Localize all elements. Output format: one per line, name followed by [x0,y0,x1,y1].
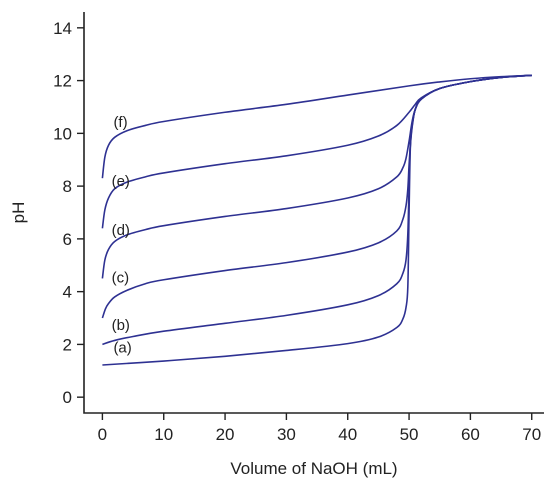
curve-label-f: (f) [113,114,127,131]
x-axis-title: Volume of NaOH (mL) [230,459,397,478]
axis-lines [83,12,544,414]
x-tick-label: 30 [277,425,296,444]
series-line-d [101,74,532,279]
x-tick-label: 0 [98,425,107,444]
curve-label-e: (e) [112,173,130,190]
y-tick-label: 2 [63,335,72,354]
curve-label-d: (d) [112,222,130,239]
x-tick-label: 50 [400,425,419,444]
y-tick-label: 14 [53,19,72,38]
x-tick-label: 40 [338,425,357,444]
y-tick-label: 0 [63,388,72,407]
y-tick-label: 8 [63,177,72,196]
series-line-f [101,74,532,179]
series-group [101,74,532,366]
series-line-e [101,74,532,229]
axes: 0 2 4 6 8 10 12 14 0 10 20 30 40 50 60 70 [53,12,544,444]
x-tick-label: 20 [216,425,235,444]
y-tick-label: 10 [53,124,72,143]
curve-label-c: (c) [112,269,130,286]
curve-label-a: (a) [113,339,131,356]
series-line-a [102,74,532,366]
series-line-b [102,74,532,346]
y-tick-label: 12 [53,72,72,91]
curve-labels: (a) (b) (c) (d) (e) (f) [112,114,132,357]
x-tick-label: 70 [522,425,541,444]
x-tick-label: 10 [154,425,173,444]
y-tick-label: 4 [63,283,72,302]
series-line-c [101,74,532,319]
curve-label-b: (b) [112,317,130,334]
y-axis-title: pH [9,202,28,224]
x-tick-label: 60 [461,425,480,444]
y-tick-label: 6 [63,230,72,249]
